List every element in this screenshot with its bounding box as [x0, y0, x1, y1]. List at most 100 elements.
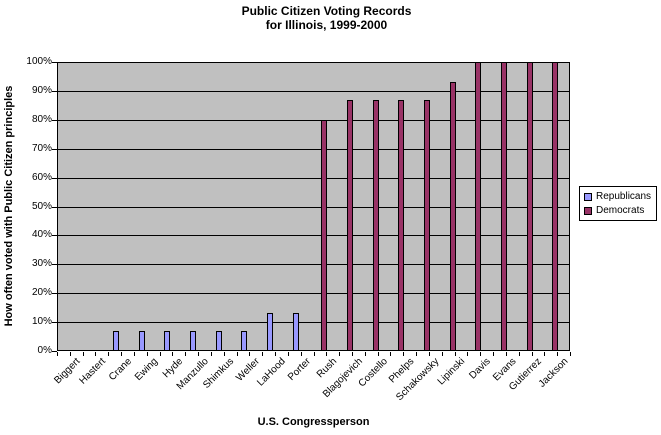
x-axis-title: U.S. Congressperson [257, 416, 370, 428]
y-axis-tick [52, 119, 57, 121]
y-axis-tick [52, 206, 57, 208]
x-axis-tick [531, 352, 533, 356]
x-axis-tick [223, 352, 225, 356]
bar-Costello [372, 99, 379, 351]
x-axis-tick [57, 352, 58, 356]
bar-Davis [475, 62, 482, 351]
x-axis-tick [287, 352, 289, 356]
x-axis-tick [249, 352, 251, 356]
gridline [58, 177, 569, 179]
bar-Porter [292, 313, 299, 351]
x-axis-tick [467, 352, 469, 356]
x-axis-tick [95, 352, 97, 356]
x-axis-tick [351, 352, 353, 356]
y-tick-label: 50% [31, 200, 52, 212]
x-axis-tick [159, 352, 161, 356]
x-axis-tick [146, 352, 148, 356]
bar-Ewing [138, 330, 145, 351]
y-tick-label: 10% [31, 316, 52, 328]
y-axis-tick [52, 90, 57, 92]
y-axis-tick [52, 62, 57, 63]
x-category-label-lahood: LaHood [255, 356, 288, 389]
bar-LaHood [267, 313, 274, 351]
x-axis-tick [377, 352, 379, 356]
bar-Phelps [398, 99, 405, 351]
x-axis-tick [390, 352, 392, 356]
democrats-swatch-icon [584, 206, 592, 215]
y-tick-label: 80% [31, 113, 52, 125]
gridline [58, 119, 569, 121]
y-axis-tick [52, 264, 57, 266]
y-axis-tick [52, 293, 57, 295]
x-axis-tick [339, 352, 341, 356]
x-axis-tick [441, 352, 443, 356]
y-tick-label: 20% [31, 287, 52, 299]
x-category-label-crane: Crane [106, 356, 134, 384]
x-axis-tick [518, 352, 520, 356]
bar-Shimkus [215, 330, 222, 351]
legend-label-republicans: Republicans [596, 191, 652, 202]
bar-Gutierrez [526, 62, 533, 351]
x-axis-tick [275, 352, 277, 356]
bar-Hyde [164, 330, 171, 351]
x-axis-tick [480, 352, 482, 356]
x-axis-tick [210, 352, 212, 356]
y-axis-tick [52, 351, 57, 352]
bar-Blagojevich [346, 99, 353, 351]
bar-Weller [241, 330, 248, 351]
chart-title: Public Citizen Voting Records for Illino… [70, 4, 583, 32]
y-tick-label: 90% [31, 84, 52, 96]
y-axis-tick [52, 177, 57, 179]
x-axis-tick [570, 352, 571, 356]
x-category-label-davis: Davis [467, 356, 494, 382]
y-axis-tick [52, 322, 57, 324]
bar-Crane [113, 330, 120, 351]
legend: Republicans Democrats [579, 186, 657, 221]
y-tick-label: 70% [31, 142, 52, 154]
x-axis-tick [185, 352, 187, 356]
x-axis-tick [403, 352, 405, 356]
bar-Evans [500, 62, 507, 351]
gridline [58, 90, 569, 92]
x-category-label-lipinski: Lipinski [435, 356, 468, 388]
x-axis-tick [108, 352, 110, 356]
x-axis-tick [69, 352, 71, 356]
gridline [58, 206, 569, 208]
x-axis-tick [82, 352, 84, 356]
y-tick-label: 40% [31, 229, 52, 241]
x-category-label-hastert: Hastert [77, 356, 109, 387]
bar-Lipinski [449, 82, 456, 351]
x-axis-tick [198, 352, 200, 356]
x-axis-tick [262, 352, 264, 356]
bar-Manzullo [190, 330, 197, 351]
gridline [58, 264, 569, 266]
x-category-label-porter: Porter [286, 356, 314, 384]
gridline [58, 322, 569, 324]
gridline [58, 235, 569, 237]
x-category-label-ewing: Ewing [132, 356, 160, 384]
chart-title-line2: for Illinois, 1999-2000 [265, 18, 388, 32]
x-axis-tick [300, 352, 302, 356]
x-axis-tick [505, 352, 507, 356]
x-axis-tick [313, 352, 315, 356]
x-axis-tick [326, 352, 328, 356]
bar-Schakowsky [423, 99, 430, 351]
bar-Jackson [552, 62, 559, 351]
x-axis-tick [236, 352, 238, 356]
x-axis-tick [121, 352, 123, 356]
y-tick-label: 30% [31, 258, 52, 270]
gridline [58, 293, 569, 295]
x-category-label-biggert: Biggert [52, 356, 83, 387]
x-axis-tick [428, 352, 430, 356]
y-axis-tick [52, 148, 57, 150]
legend-label-democrats: Democrats [596, 205, 645, 216]
x-axis-tick [133, 352, 135, 356]
y-tick-label: 0% [37, 345, 52, 356]
x-axis-tick [364, 352, 366, 356]
x-axis-tick [557, 352, 559, 356]
x-axis-tick [416, 352, 418, 356]
x-axis-tick [544, 352, 546, 356]
legend-item-democrats: Democrats [584, 205, 656, 216]
x-axis-tick [493, 352, 495, 356]
